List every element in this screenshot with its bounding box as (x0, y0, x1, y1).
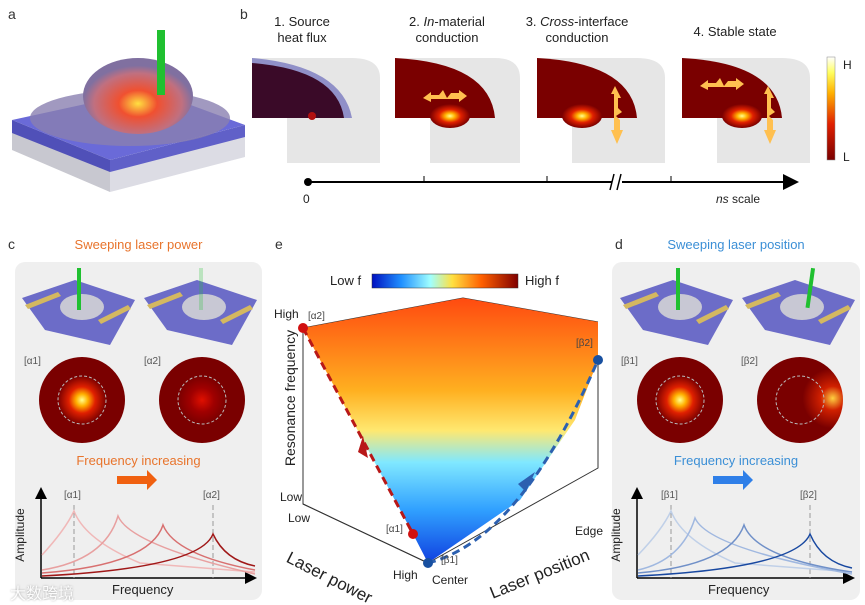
timeline (304, 173, 799, 191)
colorbar-low-label: L (843, 150, 850, 164)
timeline-end: ns scale (716, 192, 761, 206)
step-3-title: 3. Cross-interface conduction (525, 14, 629, 45)
heatmaps (39, 357, 843, 443)
state-beta1-label: [β1] (621, 356, 638, 367)
frequency-surface (303, 298, 598, 563)
panel-b-label: b (240, 6, 248, 22)
step-2-title: 2. In-material conduction (409, 14, 485, 45)
spectrum-plot-d (631, 487, 855, 584)
frequency-colorbar (371, 273, 519, 289)
laser-beam-icon (157, 30, 165, 95)
beta1-point (423, 558, 433, 568)
z-low-label: Low (280, 490, 303, 504)
step-4-title: 4. Stable state (693, 24, 777, 39)
z-high-label: High (274, 307, 299, 321)
beta2-label: [β2] (576, 338, 593, 349)
blue-arrow-icon (713, 470, 753, 490)
power-low-label: Low (288, 511, 311, 525)
position-center-label: Center (432, 573, 469, 587)
panel-a-label: a (8, 6, 16, 22)
plot-c-marker-alpha2: [α2] (203, 490, 220, 501)
panel-d-title: Sweeping laser position (667, 237, 805, 252)
panel-c-title: Sweeping laser power (74, 237, 203, 252)
state-alpha1-label: [α1] (24, 356, 41, 367)
timeline-start: 0 (303, 192, 310, 206)
panel-d-frequency-text: Frequency increasing (673, 453, 799, 468)
panel-d-label: d (615, 236, 623, 252)
state-alpha2-label: [α2] (144, 356, 161, 367)
colorbar-high-label: H (843, 58, 852, 72)
alpha2-point (298, 323, 308, 333)
device-3d-illustration (12, 30, 245, 192)
beta1-label: [β1] (441, 555, 458, 566)
panel-c-frequency-text: Frequency increasing (76, 453, 201, 468)
heat-thumbnails (252, 56, 836, 163)
colorbar-low-f: Low f (330, 273, 362, 288)
alpha1-label: [α1] (386, 524, 403, 535)
colorbar-high-f: High f (525, 273, 559, 288)
z-axis-label: Resonance frequency (282, 329, 298, 467)
mini-devices (22, 267, 855, 345)
temperature-colorbar (826, 56, 836, 161)
plot-d-xlabel: Frequency (708, 582, 770, 597)
power-high-label: High (393, 568, 418, 582)
plot-c-marker-alpha1: [α1] (64, 490, 81, 501)
beta2-point (593, 355, 603, 365)
resonance-surface-plot (298, 273, 603, 568)
panel-e-label: e (275, 236, 283, 252)
plot-d-marker-beta1: [β1] (661, 490, 678, 501)
spectrum-plot-c (35, 487, 257, 584)
alpha2-label: [α2] (308, 311, 325, 322)
alpha1-point (408, 529, 418, 539)
orange-arrow-icon (117, 470, 157, 490)
plot-d-marker-beta2: [β2] (800, 490, 817, 501)
position-edge-label: Edge (575, 524, 604, 538)
state-beta2-label: [β2] (741, 356, 758, 367)
step-1-title: 1. Source heat flux (274, 14, 330, 45)
panel-c-label: c (8, 236, 15, 252)
watermark: 大数跨境 (10, 586, 75, 603)
plot-c-xlabel: Frequency (112, 582, 174, 597)
plot-d-ylabel: Amplitude (609, 508, 623, 562)
plot-c-ylabel: Amplitude (13, 508, 27, 562)
